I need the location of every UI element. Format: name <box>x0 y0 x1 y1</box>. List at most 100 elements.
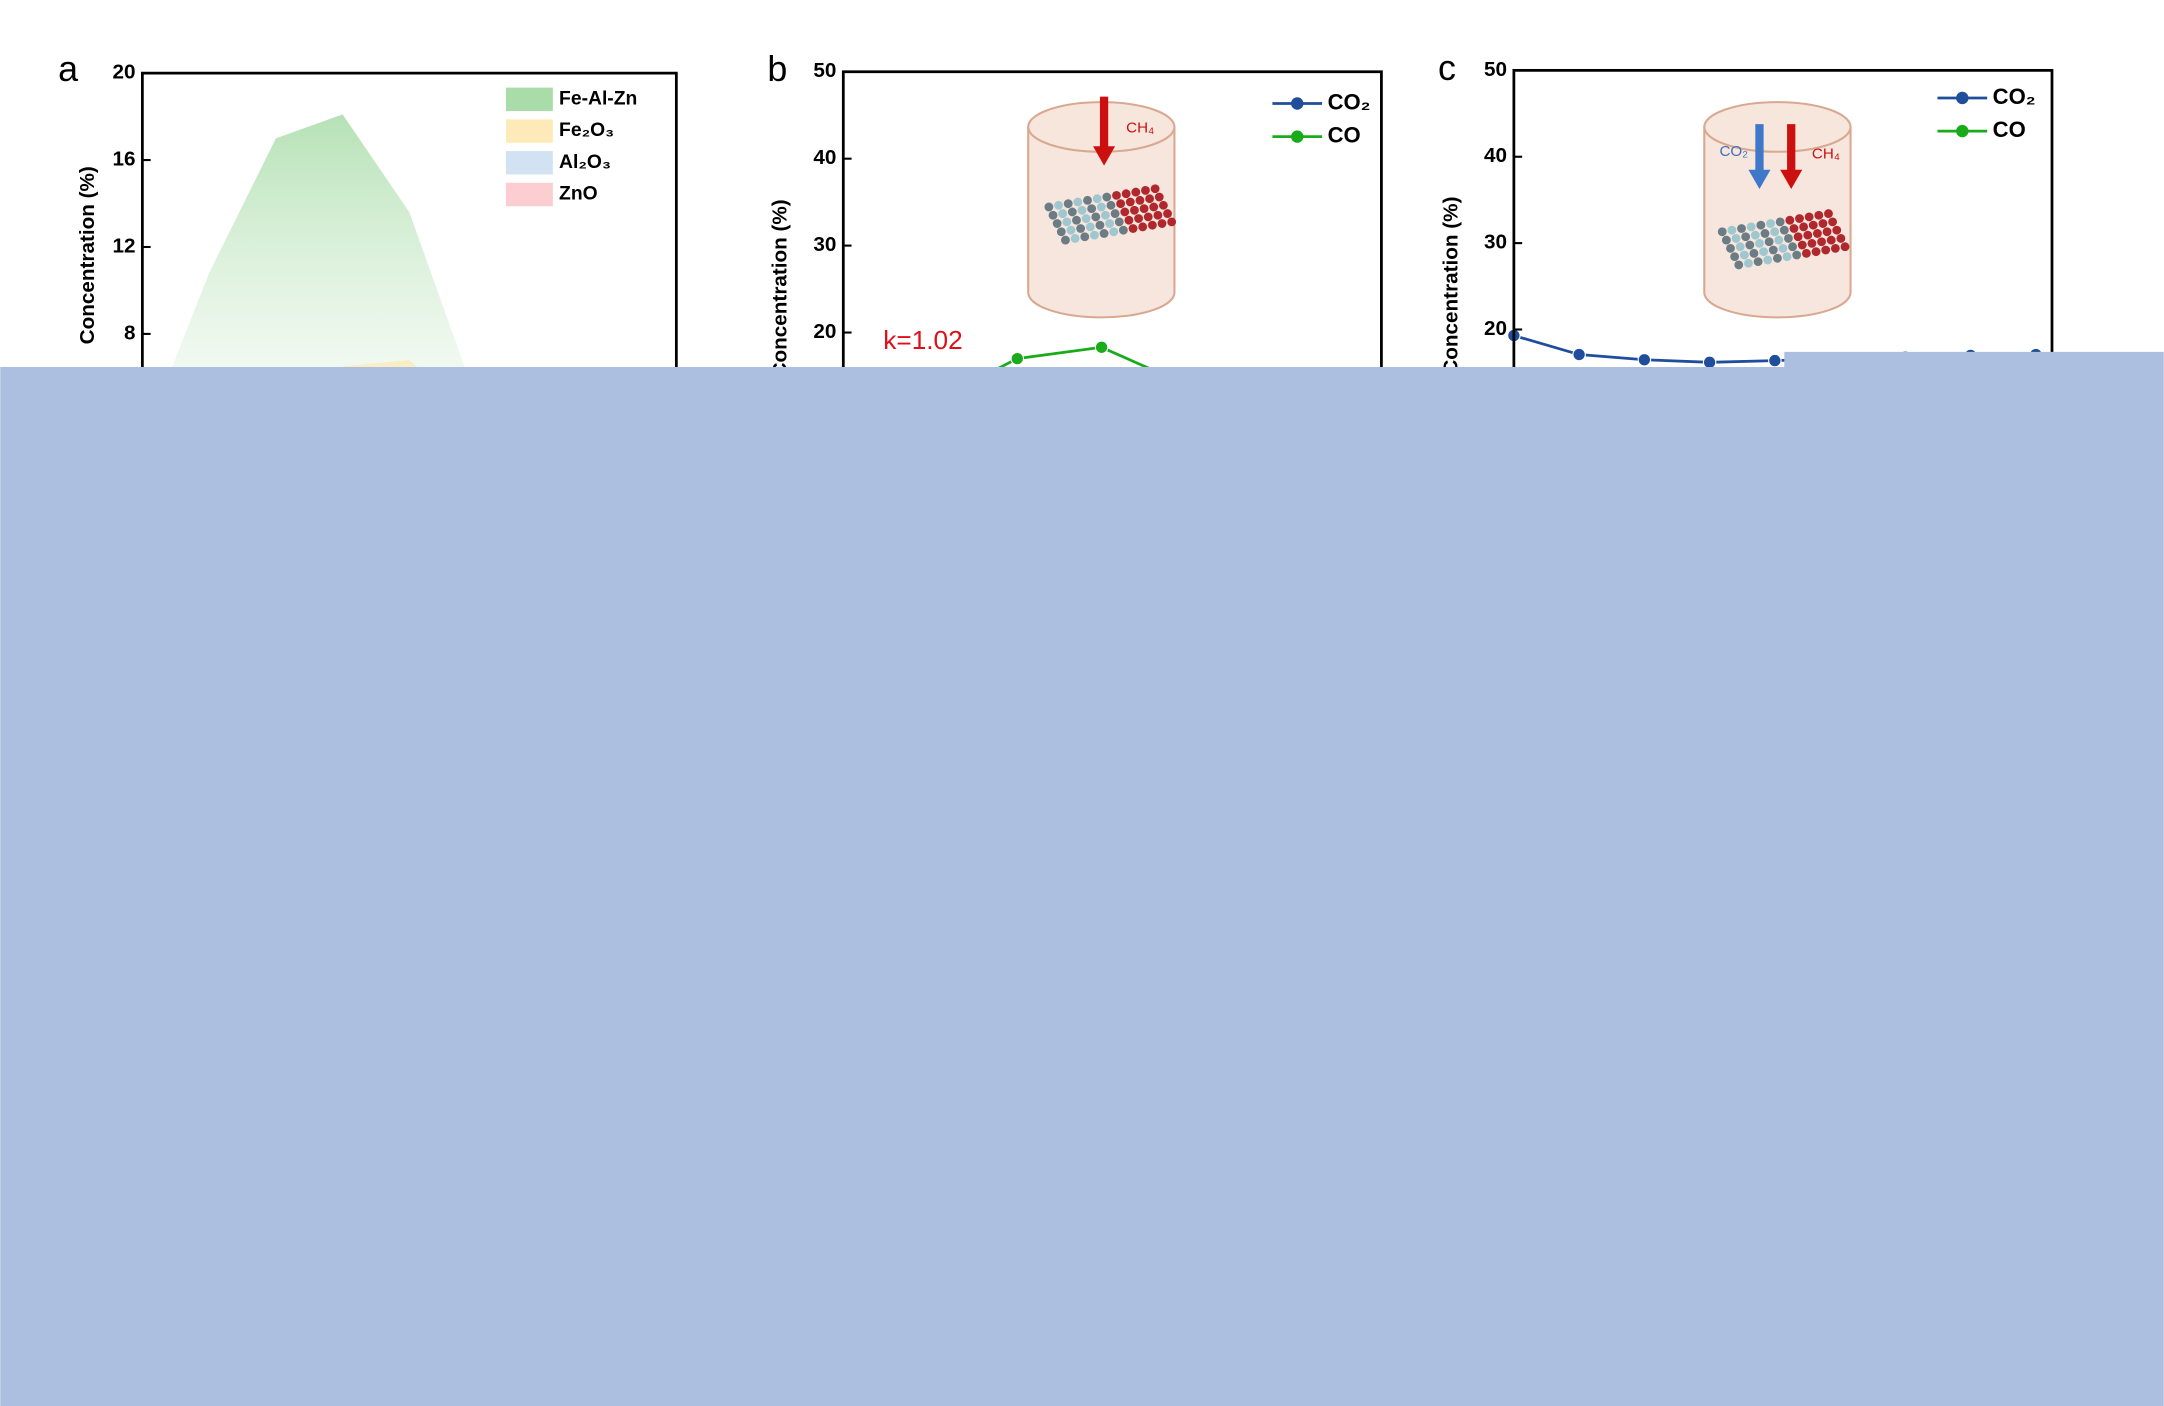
particle <box>1092 194 1102 204</box>
particle <box>1081 214 1091 223</box>
marker <box>1094 340 1109 355</box>
legend-label: CO₂ <box>1993 84 2036 109</box>
particle <box>1774 235 1784 245</box>
particle <box>1792 250 1802 260</box>
panel-label: a <box>58 49 78 89</box>
particle <box>1788 242 1798 252</box>
particle <box>1824 209 1833 219</box>
particle <box>1770 227 1780 237</box>
particle <box>1779 225 1789 235</box>
particle <box>1099 229 1109 238</box>
particle <box>1131 187 1141 197</box>
particle <box>1735 242 1745 252</box>
particle <box>1727 225 1737 235</box>
particle <box>1799 222 1809 232</box>
inset-label: CH₄ <box>1812 146 1840 163</box>
particle <box>1768 245 1778 255</box>
particle <box>1134 214 1143 223</box>
legend-marker <box>1956 124 1969 138</box>
marker <box>1572 347 1586 362</box>
particle <box>1101 210 1110 220</box>
particle <box>1153 210 1163 220</box>
particle <box>1102 192 1112 202</box>
arrow-head <box>1748 169 1771 190</box>
legend: CO₂ CO <box>1937 84 2036 142</box>
particle <box>1163 209 1172 219</box>
particle <box>1785 215 1795 225</box>
legend-marker <box>1291 130 1304 143</box>
particle <box>1811 247 1821 257</box>
particle <box>1784 234 1793 243</box>
particle <box>1731 234 1741 243</box>
particle-bed <box>1044 184 1177 245</box>
particle-bed <box>1717 209 1850 270</box>
particle <box>1828 217 1838 227</box>
particle <box>1135 195 1145 205</box>
particle <box>1766 219 1775 228</box>
y-tick-label: 16 <box>112 148 135 171</box>
particle <box>1797 240 1807 250</box>
marker <box>1637 352 1652 367</box>
particle <box>1112 190 1121 200</box>
inset-c: CO₂ CH₄ <box>1703 101 1852 319</box>
particle <box>1096 202 1106 212</box>
y-tick-label: 30 <box>1484 231 1507 254</box>
particle <box>1095 220 1105 230</box>
particle <box>1072 215 1081 225</box>
particle <box>1817 237 1826 247</box>
particle <box>1128 224 1138 233</box>
particle <box>1744 258 1753 268</box>
particle <box>1116 199 1126 209</box>
marker <box>1768 353 1782 368</box>
particle <box>1821 245 1831 255</box>
particle <box>1090 230 1099 240</box>
y-axis-label: Concentration (%) <box>1439 197 1462 375</box>
particle <box>1730 252 1740 262</box>
particle <box>1091 212 1101 222</box>
particle <box>1830 243 1840 253</box>
particle <box>1721 235 1731 245</box>
annotation: k=1.02 <box>883 325 962 355</box>
y-axis-label: Concentration (%) <box>76 166 99 344</box>
legend-label: Fe₂O₃ <box>559 120 614 141</box>
inset-label: CH₄ <box>1126 119 1154 136</box>
particle <box>1124 215 1134 225</box>
particle <box>1077 205 1087 215</box>
particle <box>1764 237 1774 247</box>
particle <box>1746 222 1756 232</box>
y-tick-label: 20 <box>1484 317 1507 340</box>
y-tick-label: 50 <box>1484 58 1507 81</box>
y-tick-label: 8 <box>124 321 136 344</box>
particle <box>1808 220 1818 230</box>
particle <box>1062 217 1072 227</box>
particle <box>1118 225 1128 235</box>
particle <box>1052 219 1062 228</box>
arrow-head <box>1780 169 1803 190</box>
particle <box>1741 232 1751 242</box>
particle <box>1076 224 1086 233</box>
particle <box>1814 210 1824 220</box>
particle <box>1778 243 1788 253</box>
particle <box>1109 227 1119 237</box>
particle <box>1753 257 1763 267</box>
legend-label: Fe-Al-Zn <box>559 88 637 109</box>
particle <box>1803 230 1813 240</box>
inset-label: CO₂ <box>1719 143 1748 160</box>
particle <box>1737 224 1746 233</box>
y-axis-label: Concentration (%) <box>769 199 792 377</box>
particle <box>1106 200 1116 210</box>
particle <box>1130 205 1139 215</box>
legend-marker <box>1291 97 1304 110</box>
y-tick-label: 12 <box>112 234 135 257</box>
legend: Fe-Al-Zn Fe₂O₃ Al₂O₃ ZnO <box>505 87 637 207</box>
legend-label: CO₂ <box>1328 89 1371 114</box>
legend-label: CO <box>1993 117 2026 142</box>
particle <box>1836 234 1846 243</box>
particle <box>1058 209 1068 219</box>
y-tick-label: 20 <box>112 61 135 84</box>
legend-swatch <box>505 87 553 112</box>
particle <box>1775 217 1785 227</box>
particle <box>1832 225 1842 235</box>
